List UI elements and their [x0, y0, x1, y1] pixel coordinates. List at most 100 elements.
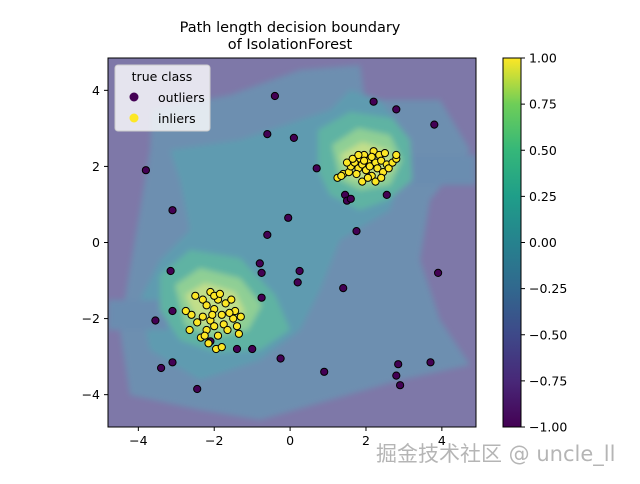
outliers-point [426, 358, 435, 367]
colorbar: 1.00 0.75 0.50 0.25 0.00 −0.25 −0.50 −0.75 −1.00 [502, 51, 567, 435]
inliers-point [363, 173, 372, 182]
legend-marker-outliers [129, 92, 139, 102]
x-axis: −4 −2 0 2 4 [129, 427, 446, 448]
inliers-point [198, 312, 207, 321]
outliers-point [320, 367, 329, 376]
inliers-point [187, 310, 196, 319]
y-tick-label: −2 [82, 311, 100, 326]
inliers-point [225, 308, 234, 317]
legend-label-inliers: inliers [158, 111, 196, 126]
inliers-point [371, 177, 380, 186]
inliers-point [360, 156, 369, 165]
inliers-point [185, 325, 194, 335]
inliers-point [215, 289, 224, 298]
legend-title: true class [132, 69, 193, 84]
x-tick-label: 2 [362, 433, 370, 448]
inliers-point [354, 150, 363, 160]
outliers-point [352, 227, 361, 236]
outliers-point [392, 105, 401, 114]
inliers-point [193, 318, 202, 327]
outliers-point [193, 384, 202, 394]
inliers-point [367, 152, 376, 161]
x-tick-label: −2 [205, 433, 223, 448]
inliers-point [232, 322, 242, 331]
outliers-point [263, 230, 272, 239]
chart-title-line-2: of IsolationForest [228, 37, 353, 53]
inliers-point [384, 164, 393, 173]
outliers-point [295, 266, 304, 276]
inliers-point [210, 322, 219, 331]
outliers-point [157, 363, 166, 373]
inliers-point [337, 171, 346, 180]
inliers-point [352, 169, 361, 179]
inliers-point [358, 177, 367, 186]
inliers-point [191, 291, 200, 300]
inliers-point [377, 156, 386, 165]
colorbar-tick-label: 0.75 [529, 97, 557, 112]
inliers-point [221, 299, 230, 308]
inliers-point [377, 173, 386, 182]
outliers-point [382, 190, 391, 199]
outliers-point [263, 130, 272, 139]
colorbar-tick-label: −1.00 [529, 420, 567, 435]
outliers-point [434, 268, 443, 277]
inliers-point [181, 306, 190, 316]
y-tick-label: 0 [92, 235, 100, 250]
outliers-point [284, 213, 293, 222]
inliers-point [380, 149, 389, 158]
inliers-point [213, 331, 223, 340]
colorbar-tick-label: −0.25 [529, 281, 567, 296]
outliers-point [257, 293, 266, 302]
inliers-point [198, 295, 207, 304]
legend-box [114, 64, 211, 132]
inliers-point [229, 314, 238, 323]
inliers-point [392, 150, 401, 160]
inliers-point [223, 325, 232, 335]
inliers-point [236, 312, 245, 321]
inliers-point [202, 301, 211, 310]
x-tick-label: −4 [129, 433, 147, 448]
inliers-point [348, 154, 357, 163]
outliers-point [396, 381, 405, 390]
outliers-point [394, 360, 403, 369]
outliers-point [166, 266, 175, 276]
scatter-points [141, 91, 443, 394]
outliers-point [232, 344, 242, 354]
colorbar-tick-label: −0.50 [529, 327, 567, 342]
inliers-point [227, 295, 236, 304]
inliers-point [219, 320, 228, 329]
outliers-point [312, 164, 321, 173]
outliers-point [257, 268, 266, 277]
outliers-point [289, 133, 298, 142]
colorbar-gradient [502, 57, 522, 428]
chart-title-line-1: Path length decision boundary [180, 20, 401, 36]
y-tick-label: −4 [82, 387, 100, 402]
outliers-point [255, 259, 264, 268]
outliers-point [293, 278, 302, 287]
legend-label-outliers: outliers [158, 90, 205, 105]
outliers-point [168, 206, 177, 215]
inliers-point [208, 310, 217, 319]
inliers-point [234, 329, 243, 338]
outliers-point [248, 344, 257, 354]
outliers-point [276, 354, 285, 363]
outliers-point [151, 316, 160, 325]
inliers-point [200, 331, 209, 340]
watermark-text: 掘金技术社区 @ uncle_ll [376, 442, 616, 466]
inliers-point [373, 164, 382, 173]
x-tick-label: 0 [286, 433, 294, 448]
outliers-point [346, 194, 355, 203]
outliers-point [270, 91, 279, 101]
colorbar-ticks: 1.00 0.75 0.50 0.25 0.00 −0.25 −0.50 −0.75 −1.00 [521, 51, 567, 435]
inliers-point [365, 162, 374, 171]
outliers-point [168, 358, 177, 367]
inliers-point [204, 339, 213, 348]
outliers-point [392, 371, 401, 380]
outliers-point [430, 120, 439, 129]
colorbar-tick-label: 0.25 [529, 189, 557, 204]
y-tick-label: 2 [92, 159, 100, 174]
colorbar-tick-label: 0.00 [529, 235, 557, 250]
colorbar-tick-label: −0.75 [529, 373, 567, 388]
outliers-point [141, 166, 150, 175]
